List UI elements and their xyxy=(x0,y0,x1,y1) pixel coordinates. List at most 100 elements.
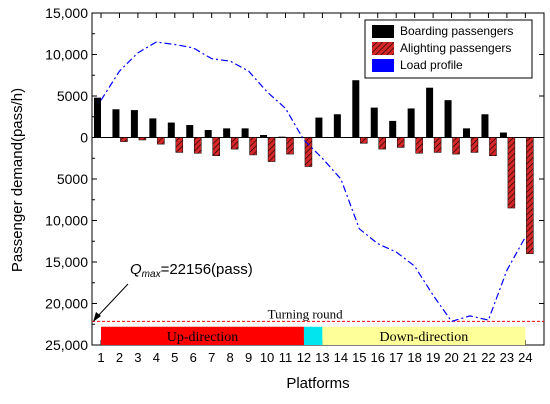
x-tick-label: 16 xyxy=(371,350,385,365)
alighting-bar xyxy=(452,137,460,155)
y-tick-label: 10,000 xyxy=(45,47,88,63)
boarding-bar xyxy=(426,87,434,138)
boarding-bar xyxy=(278,136,286,138)
turning-round-label: Turning round xyxy=(268,306,344,321)
qmax-value-text: =22156(pass) xyxy=(161,261,253,278)
boarding-bar xyxy=(315,117,323,138)
boarding-bar xyxy=(130,110,138,138)
alighting-bar xyxy=(194,137,202,154)
y-tick-label: 15,000 xyxy=(45,5,88,21)
boarding-bar xyxy=(186,125,194,138)
alighting-bar xyxy=(212,137,220,157)
boarding-bar xyxy=(260,135,268,138)
boarding-bar xyxy=(223,128,231,138)
y-tick-label: 0 xyxy=(80,130,88,146)
qmax-subscript: max xyxy=(142,269,162,280)
boarding-bar xyxy=(407,108,415,138)
y-tick-label: 5000 xyxy=(57,88,88,104)
boarding-bar xyxy=(370,107,378,138)
legend-label-boarding: Boarding passengers xyxy=(400,24,513,38)
alighting-bar xyxy=(286,137,294,155)
qmax-label: Qmax=22156(pass) xyxy=(130,261,253,280)
boarding-bar xyxy=(94,97,101,138)
boarding-bars xyxy=(94,80,507,138)
qmax-arrow-shaft xyxy=(95,283,129,319)
x-tick-label: 3 xyxy=(134,350,141,365)
alighting-bar xyxy=(175,137,184,153)
alighting-bar xyxy=(157,137,165,145)
alighting-bar xyxy=(415,137,423,154)
x-tick-label: 20 xyxy=(444,350,458,365)
y-axis-label: Passenger demand(pass/h) xyxy=(9,88,26,272)
alighting-bars xyxy=(120,137,534,254)
boarding-bar xyxy=(167,122,175,138)
boarding-bar xyxy=(463,128,470,138)
boarding-bar xyxy=(444,100,452,138)
y-tick-label: 15,000 xyxy=(45,254,88,270)
x-tick-label: 2 xyxy=(116,350,123,365)
alighting-bar xyxy=(360,137,368,144)
direction-bar: Up-direction Down-direction xyxy=(101,326,526,345)
qmax-symbol: Q xyxy=(130,261,142,278)
alighting-bar xyxy=(378,137,386,150)
boarding-bar xyxy=(389,120,397,138)
legend-swatch-boarding xyxy=(372,25,394,38)
x-tick-label: 22 xyxy=(481,350,495,365)
boarding-bar xyxy=(204,130,212,138)
legend-label-load: Load profile xyxy=(400,58,463,72)
x-tick-label: 8 xyxy=(227,350,234,365)
y-tick-label: 5000 xyxy=(57,171,88,187)
boarding-bar xyxy=(481,114,489,138)
up-direction-label: Up-direction xyxy=(167,330,239,345)
x-tick-label: 9 xyxy=(245,350,252,365)
boarding-bar xyxy=(333,114,341,138)
boarding-bar xyxy=(149,118,157,138)
x-tick-label: 10 xyxy=(260,350,274,365)
qmax-annotation: Qmax=22156(pass) xyxy=(93,261,253,322)
alighting-bar xyxy=(396,137,405,148)
alighting-bar xyxy=(470,137,479,153)
alighting-bar xyxy=(138,137,147,141)
y-tick-label: 25,000 xyxy=(45,337,88,353)
x-tick-label: 18 xyxy=(407,350,421,365)
down-direction-label: Down-direction xyxy=(380,330,469,345)
alighting-bar xyxy=(267,137,276,162)
x-tick-label: 23 xyxy=(500,350,514,365)
alighting-bar xyxy=(526,137,534,254)
x-tick-label: 12 xyxy=(297,350,311,365)
alighting-bar xyxy=(433,137,442,153)
x-tick-label: 17 xyxy=(389,350,403,365)
legend-swatch-alighting xyxy=(372,42,394,55)
x-tick-label: 21 xyxy=(463,350,477,365)
alighting-bar xyxy=(249,137,257,156)
boarding-bar xyxy=(499,132,507,138)
y-tick-label: 10,000 xyxy=(45,213,88,229)
alighting-bar xyxy=(120,137,128,142)
x-tick-label: 6 xyxy=(190,350,197,365)
x-tick-label: 13 xyxy=(315,350,329,365)
x-tick-label: 15 xyxy=(352,350,366,365)
x-tick-label: 19 xyxy=(426,350,440,365)
x-tick-label: 7 xyxy=(208,350,215,365)
x-axis-ticks: 1 2 3 4 5 6 7 8 9 10 11 12 13 14 15 16 17 18 19 20 21 22 23 24 xyxy=(97,13,533,365)
x-tick-label: 14 xyxy=(334,350,348,365)
x-axis-label: Platforms xyxy=(286,375,349,392)
legend-label-alighting: Alighting passengers xyxy=(400,41,511,55)
x-tick-label: 24 xyxy=(518,350,532,365)
x-tick-label: 4 xyxy=(153,350,160,365)
qmax-arrowhead xyxy=(93,312,101,322)
x-tick-label: 1 xyxy=(97,350,104,365)
y-axis-ticks: 15,000 10,000 5000 0 5000 10,000 15,000 20,000 2… xyxy=(45,5,544,353)
alighting-bar xyxy=(230,137,239,150)
x-tick-label: 5 xyxy=(171,350,178,365)
boarding-bar xyxy=(352,80,360,138)
x-tick-label: 11 xyxy=(279,350,293,365)
boarding-bar xyxy=(241,128,249,138)
down-direction-segment xyxy=(322,326,526,345)
alighting-bar xyxy=(304,137,313,167)
legend-swatch-load xyxy=(372,59,394,72)
up-direction-segment xyxy=(101,326,304,345)
turning-segment xyxy=(303,326,323,345)
legend: Boarding passengers Alighting passengers… xyxy=(364,19,533,79)
